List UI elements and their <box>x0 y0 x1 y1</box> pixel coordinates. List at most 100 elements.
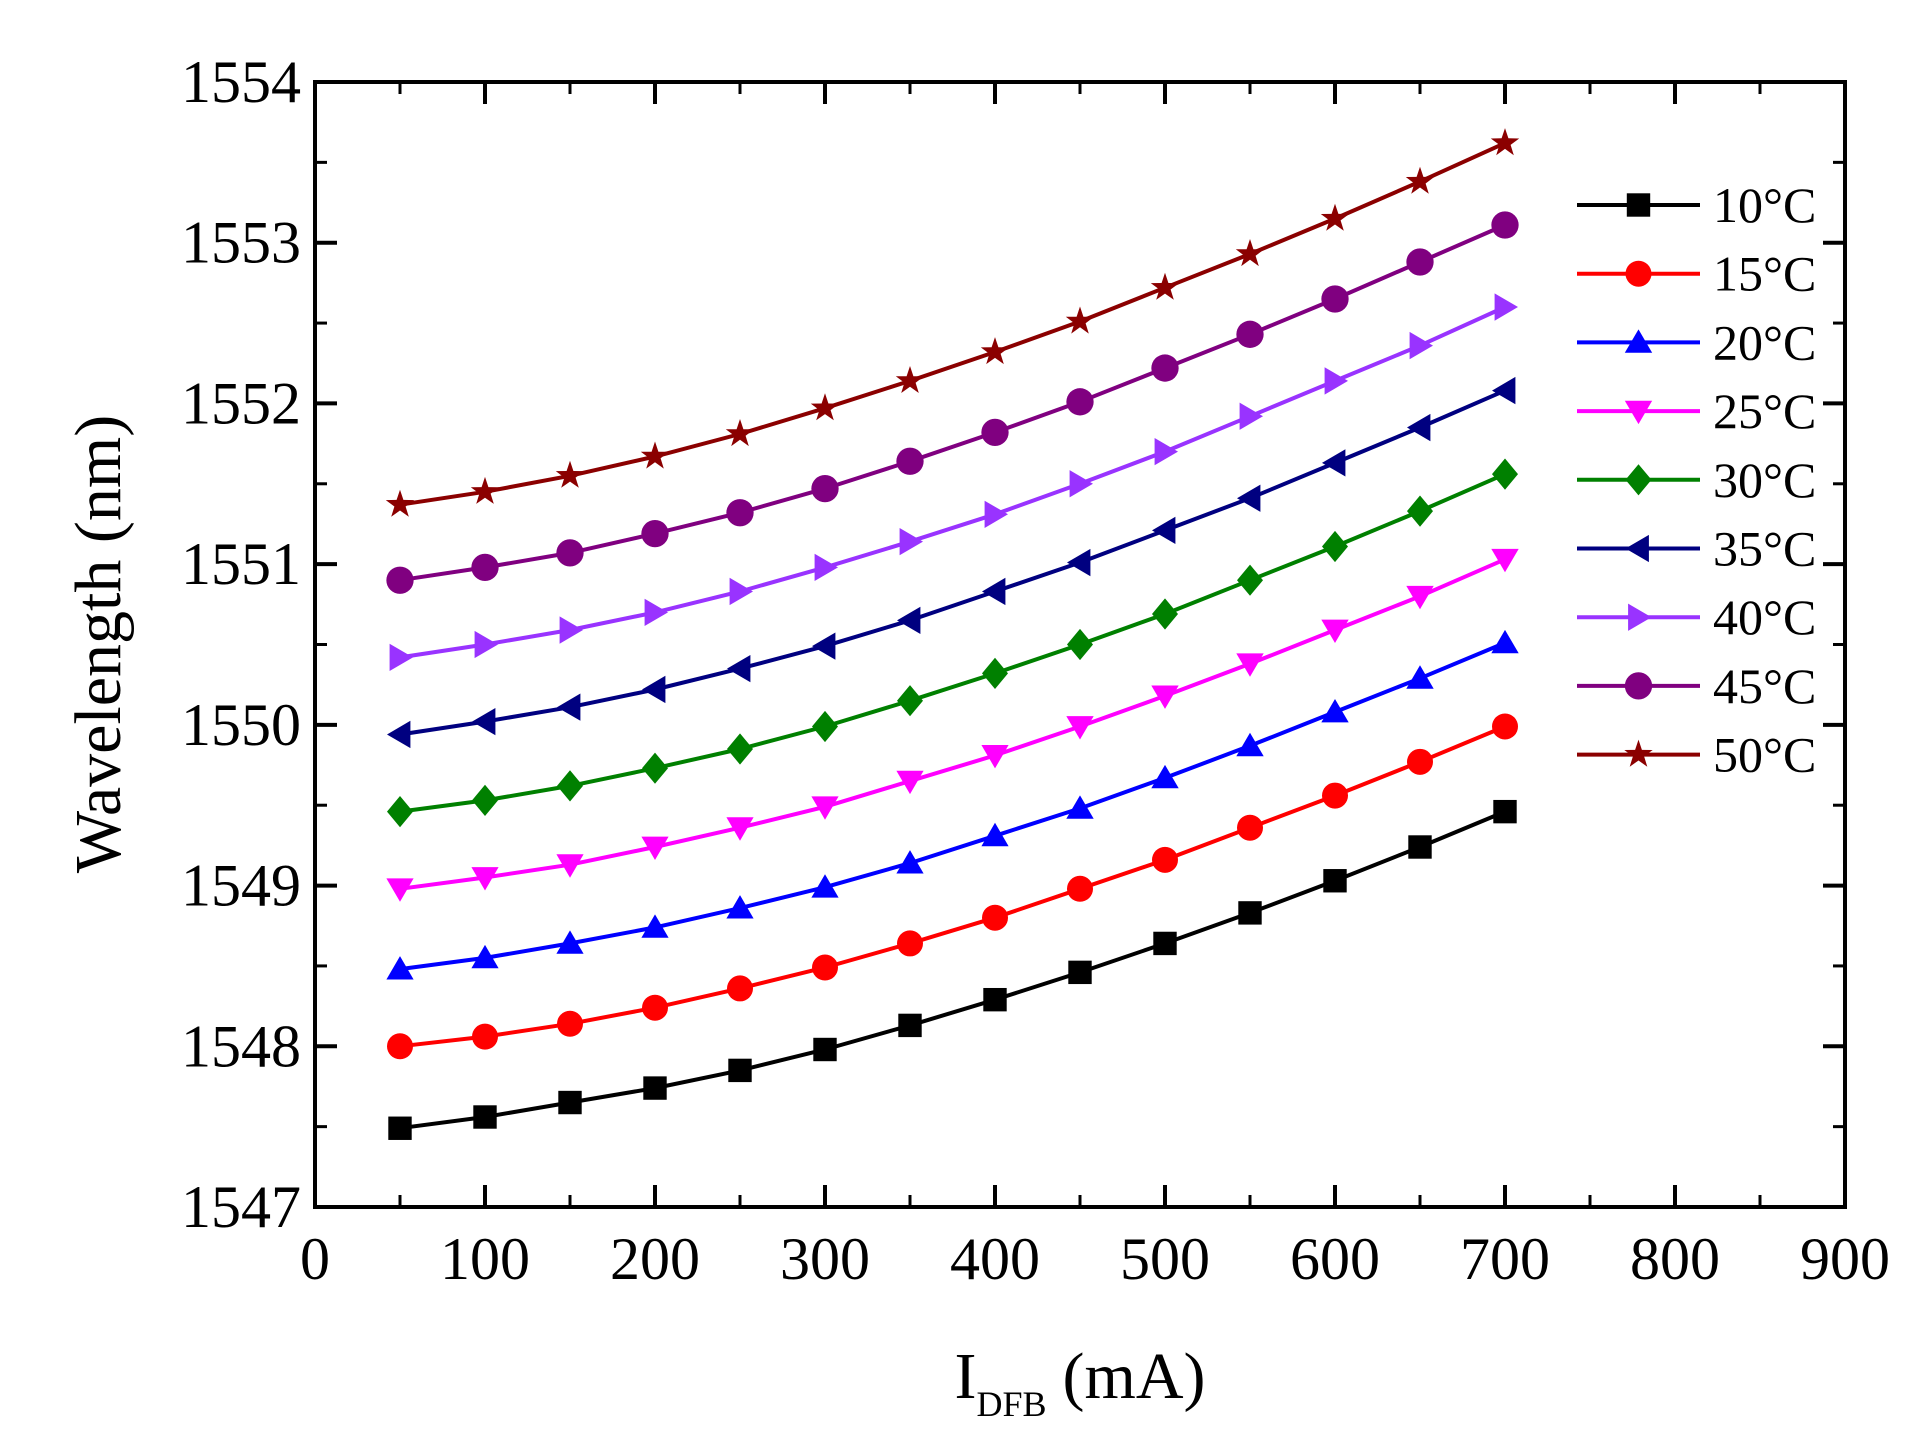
data-point <box>982 904 1008 931</box>
data-point <box>1153 931 1177 956</box>
data-point <box>471 553 499 582</box>
x-axis-title: IDFB (mA) <box>955 1340 1206 1424</box>
data-point <box>1067 548 1091 577</box>
data-point <box>1151 764 1179 789</box>
data-point <box>1493 799 1517 824</box>
data-point <box>725 419 755 447</box>
data-point <box>1409 331 1433 360</box>
data-point <box>556 854 584 878</box>
data-point <box>1407 748 1433 775</box>
series-30c <box>387 458 1518 828</box>
y-tick-label: 1547 <box>181 1174 301 1240</box>
x-axis-title-main: I <box>955 1340 977 1413</box>
data-point <box>1323 869 1347 893</box>
data-point <box>1066 795 1094 819</box>
x-tick-label: 700 <box>1460 1226 1550 1292</box>
data-point <box>728 1058 752 1083</box>
data-point <box>980 337 1010 365</box>
legend-label: 15°C <box>1713 246 1816 302</box>
series-15c <box>387 713 1518 1060</box>
legend-marker <box>1628 603 1652 631</box>
data-point <box>897 930 923 957</box>
series-line <box>399 141 1506 507</box>
data-point <box>982 657 1008 689</box>
data-point <box>1151 685 1179 709</box>
x-tick-label: 500 <box>1120 1226 1210 1292</box>
legend-marker <box>1624 400 1653 425</box>
data-point <box>1152 516 1176 544</box>
data-point <box>557 1010 583 1037</box>
legend-label: 10°C <box>1713 177 1816 233</box>
data-point <box>810 393 840 421</box>
legend-entry: 30°C <box>1577 452 1816 508</box>
series-50c <box>385 128 1520 517</box>
data-point <box>981 745 1009 769</box>
y-tick-label: 1551 <box>181 531 301 597</box>
data-point <box>386 878 414 902</box>
data-point <box>1152 598 1178 630</box>
legend-marker <box>1626 193 1651 217</box>
series-35c <box>387 376 1516 749</box>
data-point <box>811 874 839 898</box>
data-point <box>727 733 753 765</box>
series-line <box>399 472 1506 814</box>
series-line <box>399 388 1506 737</box>
data-point <box>556 930 584 954</box>
data-point <box>726 499 754 527</box>
data-point <box>1065 306 1095 334</box>
data-point <box>984 500 1008 528</box>
data-point <box>898 1013 922 1038</box>
data-point <box>387 1033 413 1060</box>
data-point <box>555 460 585 488</box>
data-point <box>642 675 666 704</box>
data-point <box>1492 458 1518 490</box>
x-tick-label: 900 <box>1800 1226 1890 1292</box>
data-point <box>1406 585 1434 610</box>
legend-label: 30°C <box>1713 452 1816 508</box>
data-point <box>1491 548 1519 573</box>
legend-label: 50°C <box>1713 727 1816 783</box>
legend-label: 40°C <box>1713 589 1816 645</box>
data-point <box>811 796 839 820</box>
data-point <box>472 1023 498 1050</box>
legend-entry: 10°C <box>1577 177 1816 233</box>
data-point <box>1407 495 1433 527</box>
data-point <box>726 817 754 841</box>
data-point <box>387 796 413 828</box>
data-point <box>1322 782 1348 809</box>
data-point <box>896 447 924 475</box>
data-point <box>1407 413 1431 442</box>
data-point <box>1066 716 1094 740</box>
data-point <box>1492 713 1518 740</box>
data-point <box>982 577 1006 606</box>
legend-label: 20°C <box>1713 314 1816 370</box>
legend-entry: 25°C <box>1577 383 1816 439</box>
data-point <box>640 441 670 469</box>
data-point <box>1236 653 1264 677</box>
series-line <box>399 724 1506 1049</box>
data-point <box>474 630 498 659</box>
data-point <box>727 655 751 683</box>
data-point <box>1321 619 1349 643</box>
data-point <box>896 850 924 874</box>
legend-entry: 35°C <box>1577 521 1816 577</box>
data-point <box>1406 248 1434 276</box>
legend-label: 25°C <box>1713 383 1816 439</box>
data-point <box>1408 835 1432 859</box>
data-point <box>726 895 754 919</box>
data-point <box>472 784 498 816</box>
data-point <box>1236 320 1264 348</box>
x-axis-title-unit: (mA) <box>1063 1340 1206 1413</box>
data-point <box>1067 875 1093 902</box>
y-tick-label: 1549 <box>181 853 301 919</box>
legend-label: 35°C <box>1713 521 1816 577</box>
series-line <box>399 305 1506 660</box>
x-tick-label: 0 <box>300 1226 330 1292</box>
data-point <box>559 616 583 644</box>
series-40c <box>389 293 1518 671</box>
data-point <box>556 539 584 567</box>
y-axis-title: Wavelength (nm) <box>62 415 135 873</box>
data-point <box>897 606 921 634</box>
series-line <box>399 641 1506 972</box>
legend-marker <box>1624 672 1653 700</box>
